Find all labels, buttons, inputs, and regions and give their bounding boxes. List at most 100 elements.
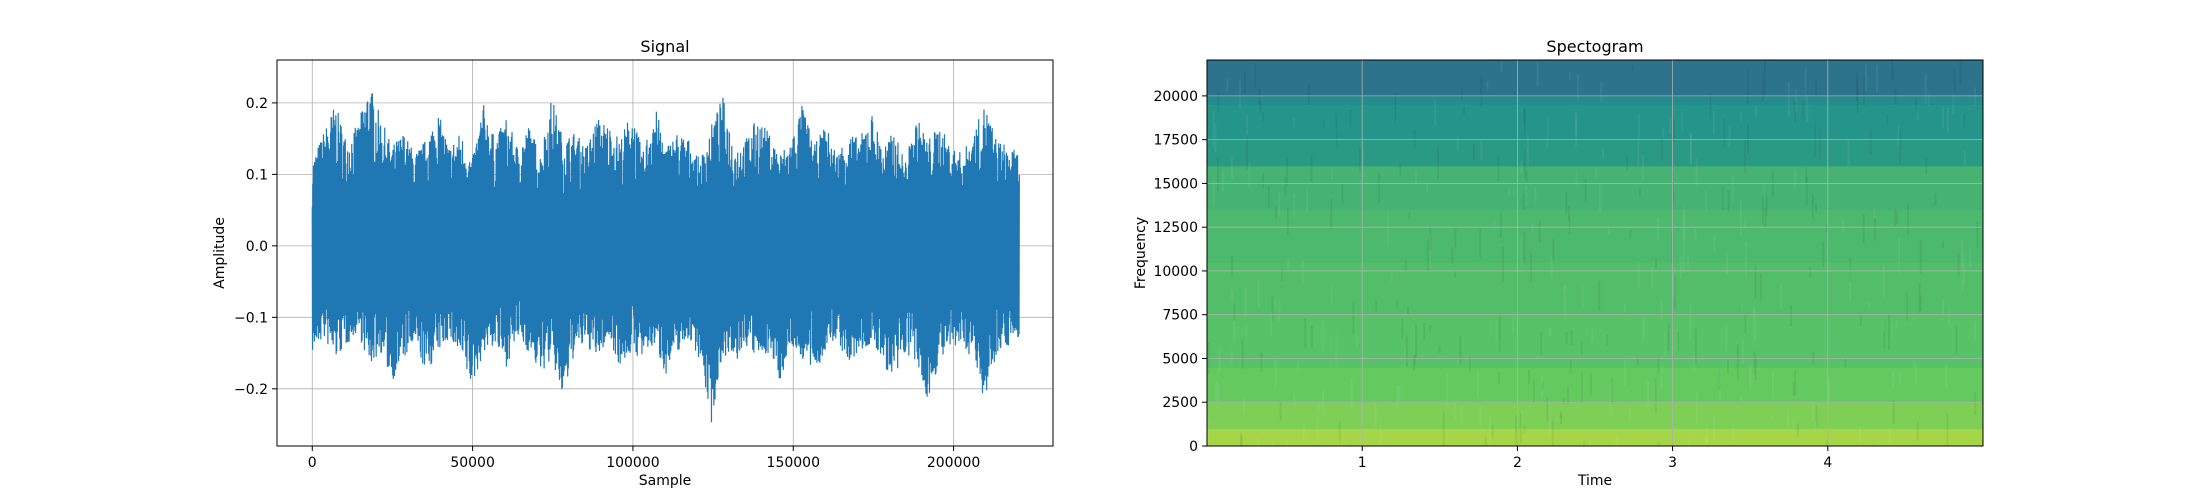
spectrogram-texture <box>1429 324 1432 332</box>
spectrogram-texture <box>1886 114 1889 125</box>
spectrogram-texture <box>1804 68 1807 100</box>
spectrogram-texture <box>1677 331 1680 351</box>
spectrogram-texture <box>1723 117 1726 148</box>
spectrogram-texture <box>1869 131 1872 154</box>
spectrogram-texture <box>1463 106 1466 115</box>
spectrogram-texture <box>1581 286 1584 307</box>
spectrogram-band <box>1207 104 1983 141</box>
spectrogram-texture <box>1654 377 1657 413</box>
spectrogram-texture <box>1565 191 1568 214</box>
spectrogram-texture <box>1580 341 1583 355</box>
spectrogram-texture <box>1456 136 1459 151</box>
spectrogram-texture <box>1805 91 1808 99</box>
spectrogram-texture <box>1815 203 1818 214</box>
spectrogram-texture <box>1689 132 1692 165</box>
spectrogram-texture <box>1520 236 1523 267</box>
signal-plot-frame <box>276 59 1054 447</box>
spectrogram-texture <box>1905 292 1908 321</box>
spectrogram-texture <box>1825 223 1828 232</box>
spectrogram-texture <box>1741 303 1744 311</box>
spectrogram-texture <box>1287 260 1290 272</box>
spectrogram-texture <box>1322 119 1325 129</box>
spectrogram-texture <box>1438 346 1441 353</box>
spectrogram-texture <box>1395 300 1398 309</box>
spectrogram-texture <box>1344 441 1347 446</box>
spectrogram-texture <box>1827 377 1830 406</box>
spectrogram-band <box>1207 367 1983 403</box>
spectrogram-texture <box>1896 211 1899 225</box>
spectrogram-texture <box>1243 71 1246 94</box>
spectrogram-texture <box>1934 192 1937 206</box>
spectrogram-texture <box>1859 315 1862 327</box>
spectrogram-texture <box>1794 169 1797 189</box>
spectrogram-texture <box>1942 298 1945 314</box>
spectrogram-texture <box>1822 241 1825 267</box>
spectrogram-texture <box>1892 69 1895 81</box>
spectrogram-texture <box>1479 228 1482 258</box>
signal-y-tick-label: 0.2 <box>246 96 268 112</box>
spectrogram-texture <box>1399 163 1402 177</box>
spectrogram-texture <box>1787 81 1790 117</box>
spectrogram-texture <box>1694 228 1697 241</box>
spectrogram-texture <box>1672 171 1675 194</box>
spectrogram-texture <box>1568 72 1571 81</box>
spectrogram-texture <box>1546 118 1549 148</box>
spectrogram-texture <box>1293 193 1296 217</box>
spectrogram-band <box>1207 209 1983 263</box>
spectrogram-texture <box>1764 208 1767 227</box>
spectrogram-texture <box>1233 303 1236 321</box>
spectrogram-texture <box>1812 402 1815 423</box>
spectrogram-texture <box>1338 421 1341 443</box>
spectrogram-texture <box>1285 157 1288 187</box>
spectrogram-texture <box>1740 112 1743 122</box>
spectrogram-texture <box>1491 424 1494 440</box>
spectrogram-texture <box>1848 265 1851 302</box>
spectrogram-y-tick-label: 5000 <box>1162 351 1198 367</box>
spectrogram-texture <box>1760 273 1763 301</box>
spectrogram-texture <box>1271 442 1274 446</box>
spectrogram-texture <box>1683 209 1686 241</box>
spectrogram-texture <box>1412 356 1415 371</box>
spectrogram-texture <box>1454 226 1457 248</box>
spectrogram-texture <box>1641 154 1644 182</box>
spectrogram-texture <box>1212 179 1215 207</box>
spectrogram-texture <box>1655 258 1658 269</box>
spectrogram-texture <box>1374 403 1377 426</box>
spectrogram-texture <box>1525 170 1528 182</box>
spectrogram-texture <box>1856 82 1859 115</box>
spectrogram-band <box>1207 95 1983 106</box>
spectrogram-texture <box>1442 411 1445 446</box>
spectrogram-texture <box>1973 320 1976 339</box>
spectrogram-texture <box>1941 240 1944 249</box>
spectrogram-texture <box>1599 182 1602 213</box>
spectrogram-texture <box>1473 143 1476 160</box>
spectrogram-texture <box>1335 333 1338 370</box>
signal-y-axis-label: Amplitude <box>212 217 228 289</box>
spectrogram-texture <box>1259 100 1262 114</box>
spectrogram-texture <box>1429 226 1432 251</box>
spectrogram-band <box>1207 165 1983 211</box>
spectrogram-texture <box>1915 98 1918 109</box>
spectrogram-texture <box>1874 218 1877 241</box>
spectrogram-texture <box>1563 284 1566 291</box>
spectrogram-texture <box>1657 218 1660 241</box>
spectrogram-texture <box>1919 239 1922 275</box>
spectrogram-texture <box>1959 61 1962 84</box>
spectrogram-texture <box>1310 156 1313 182</box>
spectrogram-texture <box>1588 439 1591 446</box>
spectrogram-texture <box>1243 398 1246 414</box>
spectrogram-chart: 1 2 3 4 0 2500 5000 7500 10000 12500 15000 17500 20… <box>1133 37 1984 489</box>
spectrogram-texture <box>1570 330 1573 346</box>
spectrogram-texture <box>1284 176 1287 196</box>
spectrogram-grid <box>1207 60 1983 447</box>
spectrogram-texture <box>1408 211 1411 219</box>
spectrogram-texture <box>1246 115 1249 135</box>
spectrogram-texture <box>1682 241 1685 274</box>
spectrogram-texture <box>1746 68 1749 104</box>
spectrogram-texture <box>1794 101 1797 122</box>
spectrogram-texture <box>1595 167 1598 180</box>
spectrogram-texture <box>1239 432 1242 446</box>
spectrogram-texture <box>1754 356 1757 380</box>
spectrogram-texture <box>1660 137 1663 162</box>
